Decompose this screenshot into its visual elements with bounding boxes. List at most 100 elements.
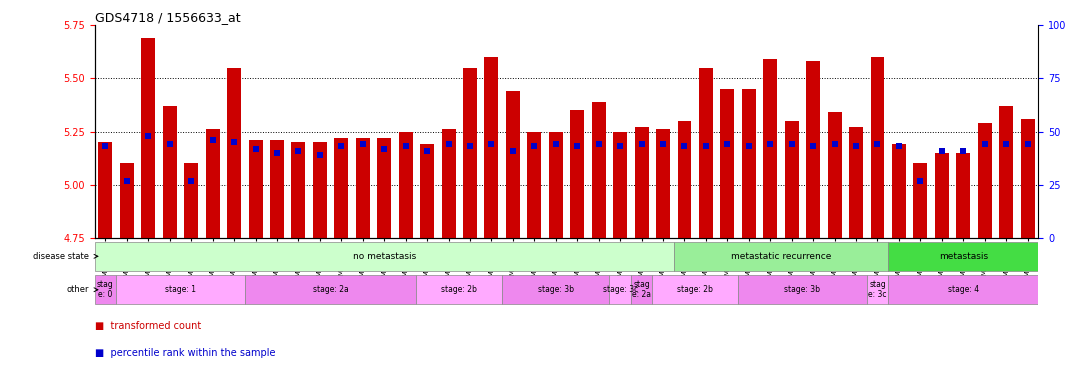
Point (183, 177, 200, 184)
Point (462, 143, 479, 149)
Point (505, 147, 522, 154)
Point (568, 143, 585, 149)
Text: stag
e: 0: stag e: 0 (97, 280, 114, 300)
Bar (141, 38, 155, 238)
Point (933, 147, 950, 154)
Bar (867, 275, 888, 305)
Bar (935, 153, 949, 238)
Point (869, 141, 887, 147)
Point (118, 177, 136, 184)
Bar (245, 275, 416, 305)
Point (654, 141, 671, 147)
Bar (313, 142, 327, 238)
Bar (678, 121, 692, 238)
Bar (184, 164, 198, 238)
Bar (741, 89, 755, 238)
Bar (806, 61, 820, 238)
Bar (270, 140, 284, 238)
Point (376, 146, 393, 152)
Text: ■  transformed count: ■ transformed count (95, 321, 201, 331)
Point (740, 143, 758, 149)
Bar (763, 59, 777, 238)
Point (311, 152, 328, 158)
Bar (635, 127, 649, 238)
Point (954, 147, 972, 154)
Bar (506, 91, 520, 238)
Point (268, 150, 285, 156)
Bar (870, 57, 884, 238)
Bar (98, 142, 112, 238)
Text: disease state: disease state (33, 252, 89, 261)
Point (762, 141, 779, 147)
Bar (116, 275, 245, 305)
Bar (888, 275, 1038, 305)
Text: ■  percentile rank within the sample: ■ percentile rank within the sample (95, 348, 275, 358)
Point (161, 141, 179, 147)
Point (140, 133, 157, 139)
Point (826, 141, 844, 147)
Point (440, 141, 457, 147)
Point (548, 141, 565, 147)
Bar (592, 102, 606, 238)
Text: stage: 3c: stage: 3c (603, 285, 638, 294)
Bar (119, 164, 133, 238)
Point (526, 143, 543, 149)
Bar (227, 68, 241, 238)
Bar (416, 275, 502, 305)
Bar (699, 68, 713, 238)
Text: no metastasis: no metastasis (353, 252, 415, 261)
Bar (784, 121, 798, 238)
Point (1019, 141, 1036, 147)
Bar (827, 113, 841, 238)
Text: stag
e: 2a: stag e: 2a (632, 280, 651, 300)
Point (976, 141, 993, 147)
Bar (1000, 106, 1014, 238)
Point (354, 141, 371, 147)
Bar (674, 242, 888, 271)
Bar (292, 142, 306, 238)
Bar (914, 164, 928, 238)
Text: stage: 1: stage: 1 (165, 285, 196, 294)
Bar (609, 275, 631, 305)
Text: stage: 4: stage: 4 (948, 285, 979, 294)
Bar (206, 129, 220, 238)
Bar (378, 138, 392, 238)
Bar (570, 110, 584, 238)
Point (332, 143, 350, 149)
Bar (1021, 119, 1035, 238)
Point (911, 177, 929, 184)
Point (719, 141, 736, 147)
Point (633, 141, 650, 147)
Point (783, 141, 801, 147)
Point (590, 141, 607, 147)
Bar (738, 275, 867, 305)
Point (289, 147, 307, 154)
Point (997, 141, 1015, 147)
Bar (399, 131, 412, 238)
Point (97, 143, 114, 149)
Bar (957, 153, 971, 238)
Text: stage: 2a: stage: 2a (313, 285, 349, 294)
Bar (652, 275, 738, 305)
Text: metastasis: metastasis (938, 252, 988, 261)
Point (848, 143, 865, 149)
Bar (631, 275, 652, 305)
Bar (849, 127, 863, 238)
Bar (162, 106, 176, 238)
Bar (721, 89, 734, 238)
Bar (484, 57, 498, 238)
Point (890, 143, 907, 149)
Bar (892, 144, 906, 238)
Text: stage: 2b: stage: 2b (441, 285, 478, 294)
Text: GDS4718 / 1556633_at: GDS4718 / 1556633_at (95, 11, 240, 24)
Bar (463, 68, 477, 238)
Point (805, 143, 822, 149)
Bar (549, 131, 563, 238)
Bar (527, 131, 541, 238)
Bar (656, 129, 670, 238)
Bar (335, 138, 349, 238)
Bar (95, 242, 674, 271)
Text: stage: 2b: stage: 2b (677, 285, 713, 294)
Text: other: other (67, 285, 89, 294)
Bar (888, 242, 1038, 271)
